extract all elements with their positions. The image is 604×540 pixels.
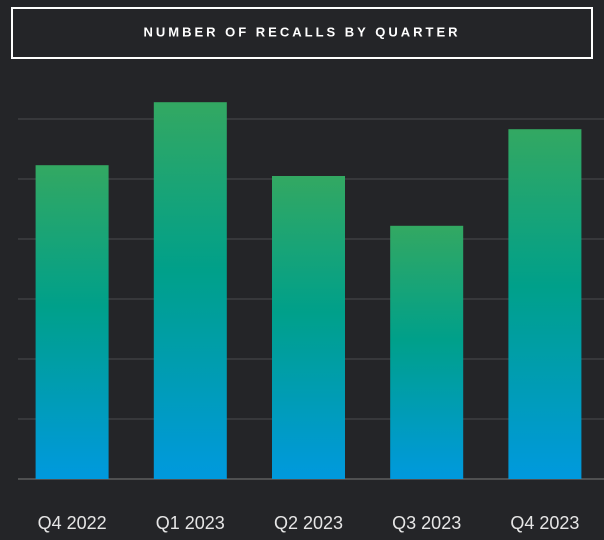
chart-title: NUMBER OF RECALLS BY QUARTER [143, 24, 460, 39]
bar [272, 176, 345, 479]
x-tick-label: Q4 2022 [38, 513, 107, 533]
x-tick-label: Q3 2023 [392, 513, 461, 533]
title-box [11, 7, 593, 59]
bar [508, 129, 582, 479]
x-tick-label: Q4 2023 [510, 513, 579, 533]
x-tick-label: Q1 2023 [156, 513, 225, 533]
bar [390, 225, 464, 479]
x-tick-label: Q2 2023 [274, 513, 343, 533]
bar [35, 165, 109, 479]
bar [153, 102, 227, 479]
